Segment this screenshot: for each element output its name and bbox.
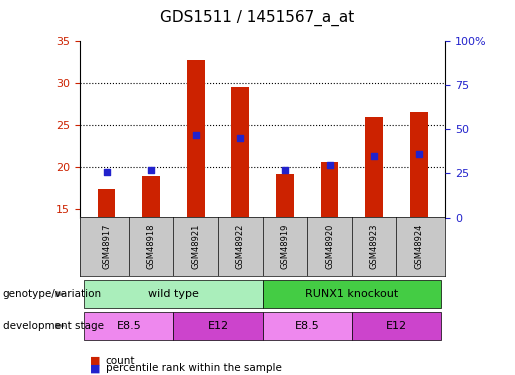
Bar [321,162,338,218]
Point [102,169,111,175]
Point [370,153,378,159]
Bar [84,280,263,308]
Bar [352,312,441,340]
Bar [276,174,294,217]
Text: E8.5: E8.5 [295,321,320,331]
Bar [263,280,441,308]
Text: GSM48922: GSM48922 [236,223,245,268]
Point [147,167,156,173]
Text: GSM48924: GSM48924 [414,223,423,268]
Text: E12: E12 [208,321,229,331]
Text: GSM48920: GSM48920 [325,223,334,268]
Text: GSM48923: GSM48923 [370,223,379,269]
Bar [231,87,249,218]
Text: GSM48921: GSM48921 [191,223,200,268]
Point [192,132,200,138]
Point [325,162,334,168]
Text: count: count [106,356,135,366]
Text: genotype/variation: genotype/variation [3,289,101,299]
Bar [365,117,383,218]
Point [236,135,245,141]
Bar [84,312,174,340]
Text: wild type: wild type [148,289,199,299]
Text: E8.5: E8.5 [116,321,141,331]
Bar [263,312,352,340]
Text: GSM48919: GSM48919 [281,223,289,268]
Bar [174,312,263,340]
Bar [142,176,160,217]
Polygon shape [56,323,64,328]
Text: RUNX1 knockout: RUNX1 knockout [305,289,399,299]
Polygon shape [56,292,64,296]
Text: ■: ■ [90,363,100,373]
Text: E12: E12 [386,321,407,331]
Bar [410,112,427,218]
Text: GDS1511 / 1451567_a_at: GDS1511 / 1451567_a_at [160,9,355,26]
Text: development stage: development stage [3,321,104,331]
Text: percentile rank within the sample: percentile rank within the sample [106,363,282,373]
Text: GSM48918: GSM48918 [147,223,156,269]
Bar [98,189,115,217]
Text: GSM48917: GSM48917 [102,223,111,269]
Point [415,151,423,157]
Bar [187,60,204,217]
Text: ■: ■ [90,356,100,366]
Point [281,167,289,173]
